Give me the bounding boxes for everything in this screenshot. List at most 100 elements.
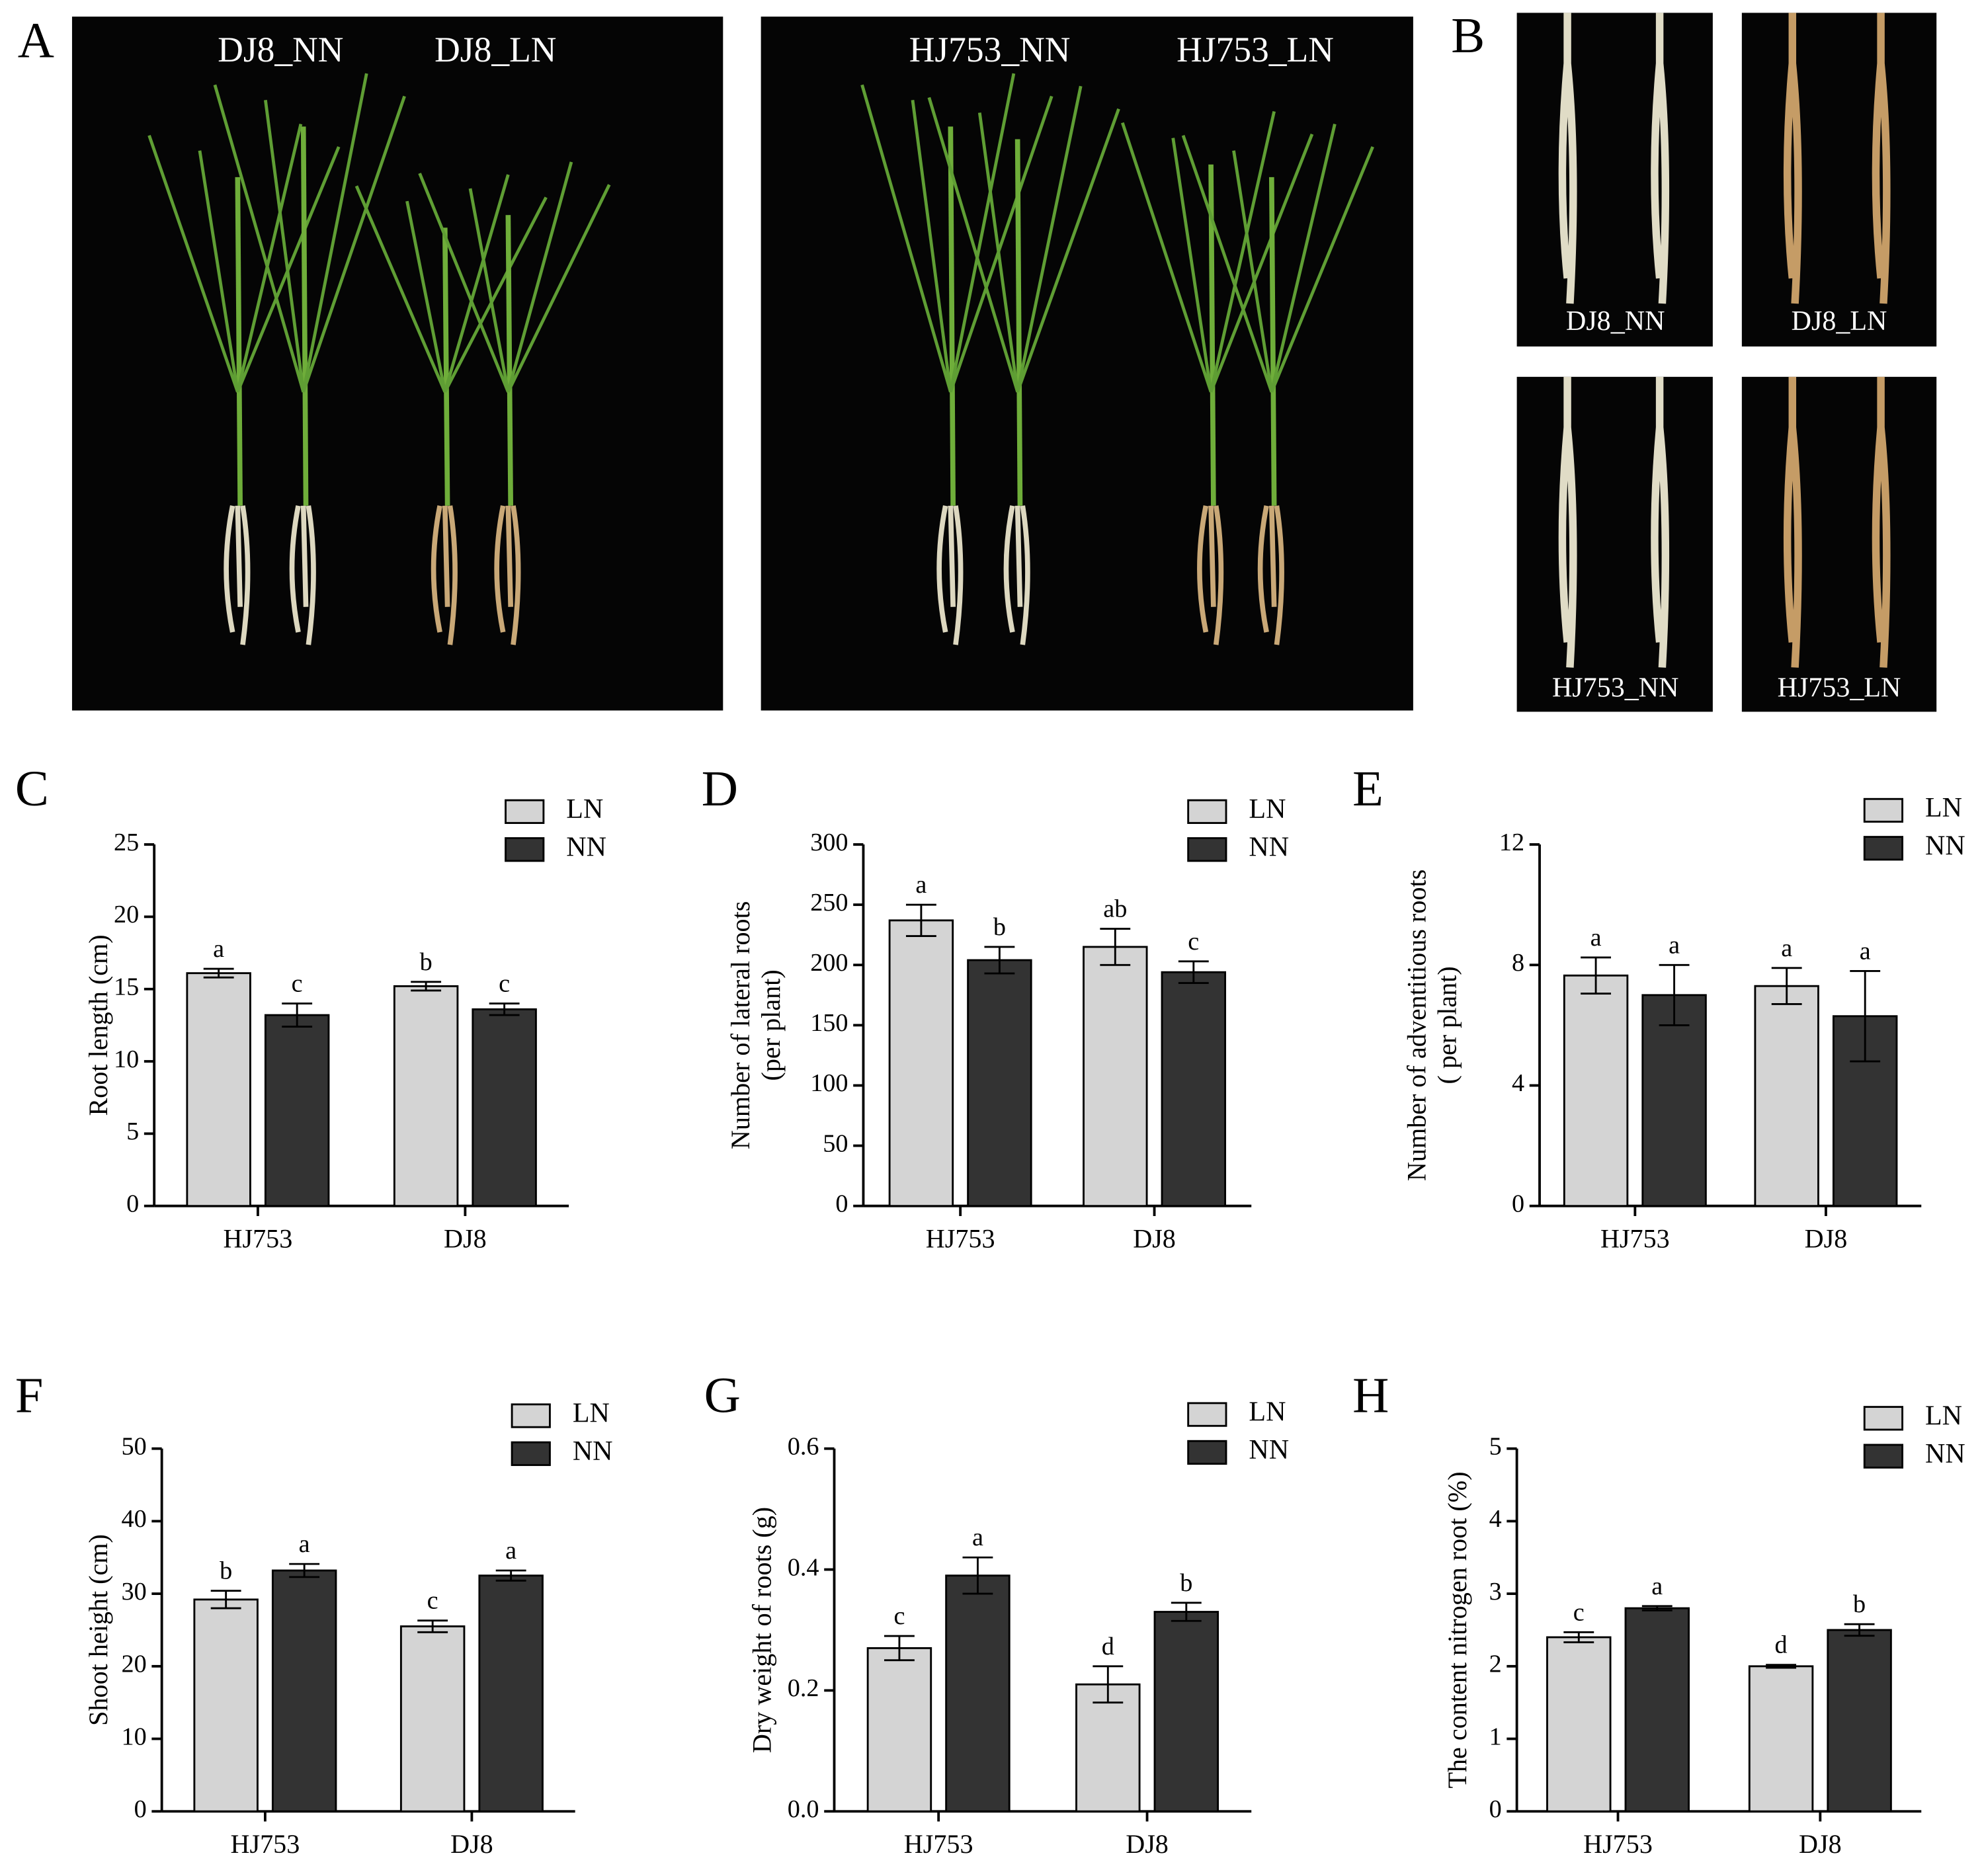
x-tick-label: HJ753 [231,1829,300,1859]
y-axis-label: The content nitrogen root (%) [1442,1471,1472,1788]
photo-caption: HJ753_LN [1778,673,1901,704]
legend-label: NN [566,832,606,862]
x-tick-label: DJ8 [1799,1829,1842,1859]
plant-leaf [860,84,952,393]
panel-label: H [1352,1367,1389,1424]
y-tick-label: 10 [121,1723,146,1750]
significance-letter: a [299,1530,310,1558]
bar [1641,994,1707,1207]
legend-swatch [1187,1402,1227,1427]
y-tick-label: 3 [1489,1578,1502,1606]
photo-caption: DJ8_NN [1566,306,1665,337]
plant-stem [948,126,956,506]
plant-leaf [418,173,510,393]
y-tick-label: 0 [126,1190,139,1217]
photo-caption: DJ8_LN [434,30,556,69]
plant-leaf [147,135,239,393]
y-tick-label: 0 [835,1190,848,1217]
significance-letter: c [499,970,510,998]
root-bundle [1558,13,1577,304]
plant-leaf [1171,138,1213,393]
bar [1748,1665,1814,1813]
legend-swatch [1863,1444,1904,1469]
significance-letter: b [1180,1569,1192,1597]
panel-label: E [1352,760,1383,817]
plant-stem [1268,177,1277,506]
bar [399,1625,466,1813]
photo-caption: DJ8_NN [218,30,343,69]
y-tick-label: 4 [1489,1505,1502,1533]
bar [1827,1629,1892,1813]
photo [1516,13,1713,347]
significance-letter: d [1775,1631,1788,1659]
bar [1546,1636,1612,1813]
photo [761,17,1413,711]
root-bundle [1651,376,1670,668]
plant-leaf [264,99,306,393]
bar [186,972,251,1207]
legend-label: NN [1925,831,1965,861]
plant-leaf [1209,134,1314,393]
plant-leaf [302,95,406,393]
bar [1754,985,1819,1207]
y-tick-label: 4 [1512,1069,1524,1097]
plant-stem [505,215,514,506]
legend-label: NN [1249,1435,1289,1465]
plant-leaf [1209,110,1276,393]
legend-label: LN [1249,794,1286,825]
legend-label: NN [1925,1439,1965,1469]
significance-letter: a [1669,931,1680,959]
significance-letter: a [1860,937,1871,965]
y-tick-label: 12 [1499,829,1524,856]
x-tick-label: DJ8 [1126,1829,1169,1859]
plant-leaf [213,84,306,393]
plant-root [1003,505,1030,645]
significance-letter: b [220,1557,232,1585]
root-bundle [1783,13,1802,304]
panel-label: G [704,1367,741,1424]
bar [393,985,459,1207]
plant-leaf [443,174,510,393]
legend-label: LN [566,794,603,825]
root-bundle [1558,376,1577,668]
y-axis-label: ( per plant) [1432,966,1462,1084]
bar [1624,1607,1690,1813]
panel-label: B [1451,7,1485,63]
plant-stem [1014,139,1023,506]
bar [271,1569,337,1813]
plant-stem [442,227,450,506]
plant-stem [235,177,243,506]
plant-leaf [1181,135,1274,393]
plant-root [1197,505,1224,645]
x-tick-label: HJ753 [1583,1829,1653,1859]
plant-leaf [977,112,1020,393]
y-tick-label: 0 [1512,1190,1524,1217]
y-tick-label: 15 [114,973,139,1000]
bar [866,1647,932,1813]
significance-letter: a [505,1537,516,1565]
panel-label: D [702,760,738,817]
y-tick-label: 10 [114,1045,139,1073]
plant-leaf [198,150,239,393]
y-tick-label: 50 [121,1432,146,1460]
plant-leaf [1232,150,1274,393]
photo-caption: HJ753_NN [909,30,1071,69]
legend-swatch [505,837,545,862]
significance-letter: b [993,913,1006,941]
legend-label: LN [1925,1401,1962,1431]
y-axis-label: Number of adventitious roots [1402,870,1432,1181]
bar [1161,971,1227,1207]
x-tick-label: DJ8 [444,1223,487,1253]
bar [888,919,954,1207]
plant-leaf [354,185,446,393]
y-axis-label: Shoot height (cm) [83,1534,113,1726]
y-tick-label: 30 [121,1578,146,1606]
legend-swatch [1863,797,1904,823]
panel-label: C [15,760,49,817]
y-tick-label: 300 [810,829,848,856]
significance-letter: a [1590,924,1602,952]
x-tick-label: DJ8 [1805,1223,1848,1253]
y-axis-label: (per plant) [756,969,786,1081]
significance-letter: a [1781,934,1792,962]
